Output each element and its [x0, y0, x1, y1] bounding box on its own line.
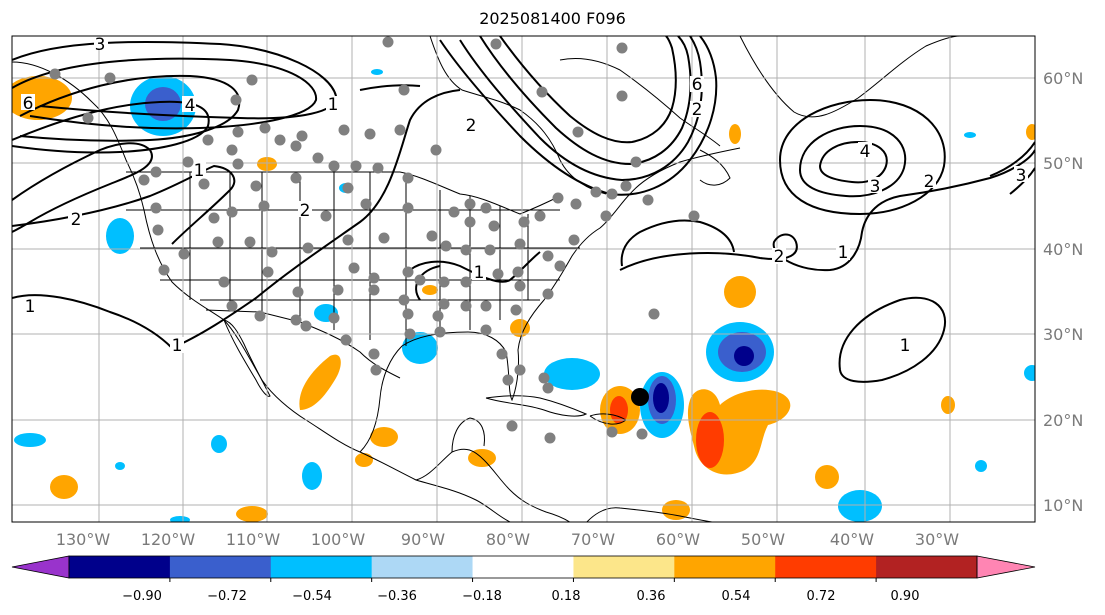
colorbar-segment: [69, 556, 170, 578]
colorbar-tick-label: 0.18: [552, 589, 581, 604]
colorbar-segment: [775, 556, 876, 578]
lon-label: 70°W: [571, 530, 615, 549]
contour-label: 2: [71, 210, 82, 230]
lat-label: 10°N: [1043, 496, 1083, 515]
lon-label: 60°W: [656, 530, 700, 549]
colorbar-segment: [170, 556, 271, 578]
colorbar-segment: [674, 556, 775, 578]
colorbar-segment: [573, 556, 674, 578]
contour-label: 3: [1016, 166, 1027, 186]
colorbar-segment: [876, 556, 977, 578]
contour-label: 2: [466, 116, 477, 136]
lon-label: 80°W: [486, 530, 530, 549]
contour-label: 2: [692, 100, 703, 120]
contour-label: 1: [328, 95, 339, 115]
colorbar-tick-label: 0.90: [891, 589, 920, 604]
lon-label: 40°W: [830, 530, 874, 549]
contour-label: 1: [172, 336, 183, 356]
contour-label: 2: [300, 201, 311, 221]
colorbar-tick-label: 0.36: [637, 589, 666, 604]
colorbar-extend-min: [12, 556, 69, 578]
colorbar-extend-max: [977, 556, 1035, 578]
contour-label: 2: [774, 247, 785, 267]
colorbar-tick-label: −0.72: [207, 589, 247, 604]
colorbar-tick-label: 0.72: [807, 589, 836, 604]
colorbar-tick-label: −0.90: [122, 589, 162, 604]
lon-label: 30°W: [915, 530, 959, 549]
lon-label: 110°W: [226, 530, 281, 549]
lat-label: 20°N: [1043, 411, 1083, 430]
colorbar-ticks: −0.90 −0.72 −0.54 −0.36 −0.18 0.18 0.36 …: [122, 589, 919, 604]
colorbar-tick-label: −0.54: [292, 589, 332, 604]
lat-label: 30°N: [1043, 325, 1083, 344]
colorbar-segment: [473, 556, 574, 578]
contour-label: 1: [838, 243, 849, 263]
contour-label: 4: [185, 96, 196, 116]
longitude-axis: 130°W 120°W 110°W 100°W 90°W 80°W 70°W 6…: [56, 530, 959, 549]
latitude-axis: 60°N 50°N 40°N 30°N 20°N 10°N: [1043, 69, 1083, 515]
lat-label: 40°N: [1043, 240, 1083, 259]
lat-label: 50°N: [1043, 154, 1083, 173]
lat-label: 60°N: [1043, 69, 1083, 88]
contour-label: 1: [900, 336, 911, 356]
lon-label: 100°W: [311, 530, 366, 549]
colorbar-segment: [271, 556, 372, 578]
contour-label: 1: [474, 263, 485, 283]
contour-label: 3: [870, 177, 881, 197]
colorbar: [12, 556, 1035, 582]
lon-label: 50°W: [741, 530, 785, 549]
colorbar-tick-label: −0.18: [462, 589, 502, 604]
lon-label: 90°W: [401, 530, 445, 549]
colorbar-tick-label: −0.36: [377, 589, 417, 604]
contour-label: 1: [25, 297, 36, 317]
contour-label: 2: [924, 172, 935, 192]
contour-label: 6: [23, 94, 34, 114]
contour-label: 3: [95, 35, 106, 55]
contour-label: 1: [194, 161, 205, 181]
contour-label: 4: [860, 142, 871, 162]
colorbar-tick-label: 0.54: [722, 589, 751, 604]
contour-label: 6: [692, 75, 703, 95]
lon-label: 130°W: [56, 530, 111, 549]
storm-center-marker: [631, 388, 649, 406]
colorbar-segment: [372, 556, 473, 578]
lon-label: 120°W: [141, 530, 196, 549]
